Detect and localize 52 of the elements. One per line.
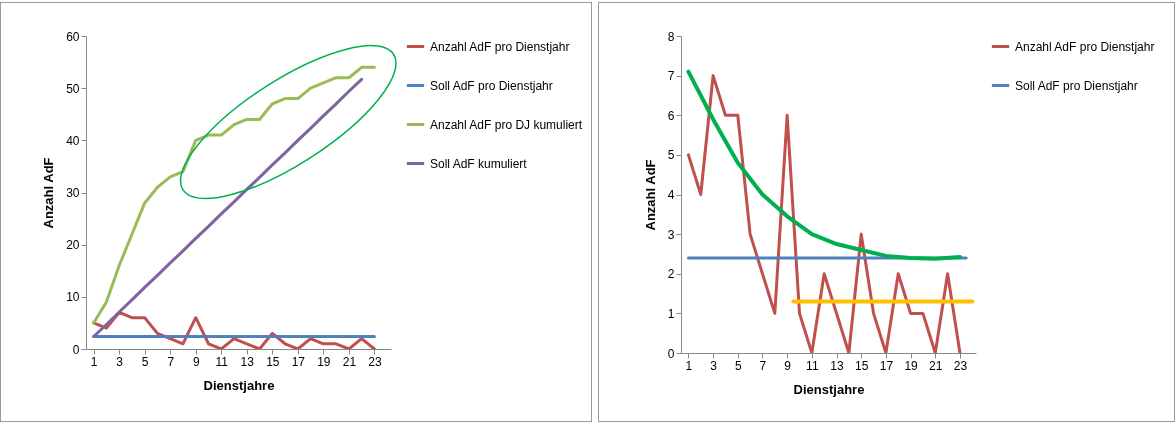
legend-label: Soll AdF pro Dienstjahr	[1015, 78, 1138, 93]
x-tick-label: 7	[167, 354, 175, 369]
x-tick-label: 15	[266, 354, 280, 369]
x-tick-label: 11	[215, 354, 229, 369]
x-tick-label: 23	[953, 358, 968, 373]
x-tick-label: 21	[342, 354, 357, 369]
legend-label: Soll AdF kumuliert	[430, 156, 528, 171]
y-tick-label: 10	[66, 290, 80, 305]
x-tick-label: 1	[90, 354, 98, 369]
line-series	[686, 69, 962, 261]
y-tick-label: 7	[667, 69, 675, 84]
x-tick-label: 19	[317, 354, 331, 369]
x-tick-label: 13	[240, 354, 255, 369]
x-tick-label: 17	[291, 354, 306, 369]
x-tick-label: 5	[734, 358, 742, 373]
x-tick-label: 9	[784, 358, 792, 373]
line-series	[686, 74, 962, 353]
y-tick-label: 1	[667, 306, 675, 321]
y-tick-label: 30	[66, 186, 80, 200]
x-tick-label: 3	[710, 358, 718, 373]
y-axis-title: Anzahl AdF	[41, 157, 57, 229]
y-tick-label: 5	[667, 148, 675, 163]
x-tick-label: 19	[904, 358, 919, 373]
x-tick-label: 11	[806, 358, 819, 373]
y-tick-label: 50	[66, 81, 80, 96]
y-tick-label: 40	[66, 133, 80, 148]
x-tick-label: 5	[141, 354, 149, 369]
legend-label: Anzahl AdF pro Dienstjahr	[430, 39, 570, 54]
y-tick-label: 0	[72, 342, 80, 357]
y-tick-label: 20	[66, 238, 80, 253]
x-tick-label: 9	[192, 354, 200, 369]
legend-label: Anzahl AdF pro Dienstjahr	[1015, 39, 1155, 54]
x-tick-label: 15	[855, 358, 869, 373]
y-tick-label: 8	[667, 29, 675, 44]
legend-label: Soll AdF pro Dienstjahr	[430, 78, 553, 93]
y-tick-label: 60	[66, 29, 80, 44]
x-tick-label: 17	[879, 358, 894, 373]
x-tick-label: 23	[368, 354, 382, 369]
legend-label: Anzahl AdF pro DJ kumuliert	[430, 117, 583, 132]
y-tick-label: 4	[667, 188, 675, 202]
x-axis-title: Dienstjahre	[203, 377, 275, 393]
x-tick-label: 1	[685, 358, 693, 373]
x-tick-label: 21	[929, 358, 943, 373]
x-axis-title: Dienstjahre	[793, 381, 865, 397]
y-tick-label: 2	[667, 267, 675, 282]
y-tick-label: 6	[667, 108, 675, 123]
y-tick-label: 3	[667, 227, 675, 242]
x-tick-label: 13	[830, 358, 845, 373]
y-tick-label: 0	[667, 346, 675, 361]
y-axis-title: Anzahl AdF	[642, 159, 658, 231]
x-tick-label: 3	[116, 354, 124, 369]
x-tick-label: 7	[759, 358, 767, 373]
